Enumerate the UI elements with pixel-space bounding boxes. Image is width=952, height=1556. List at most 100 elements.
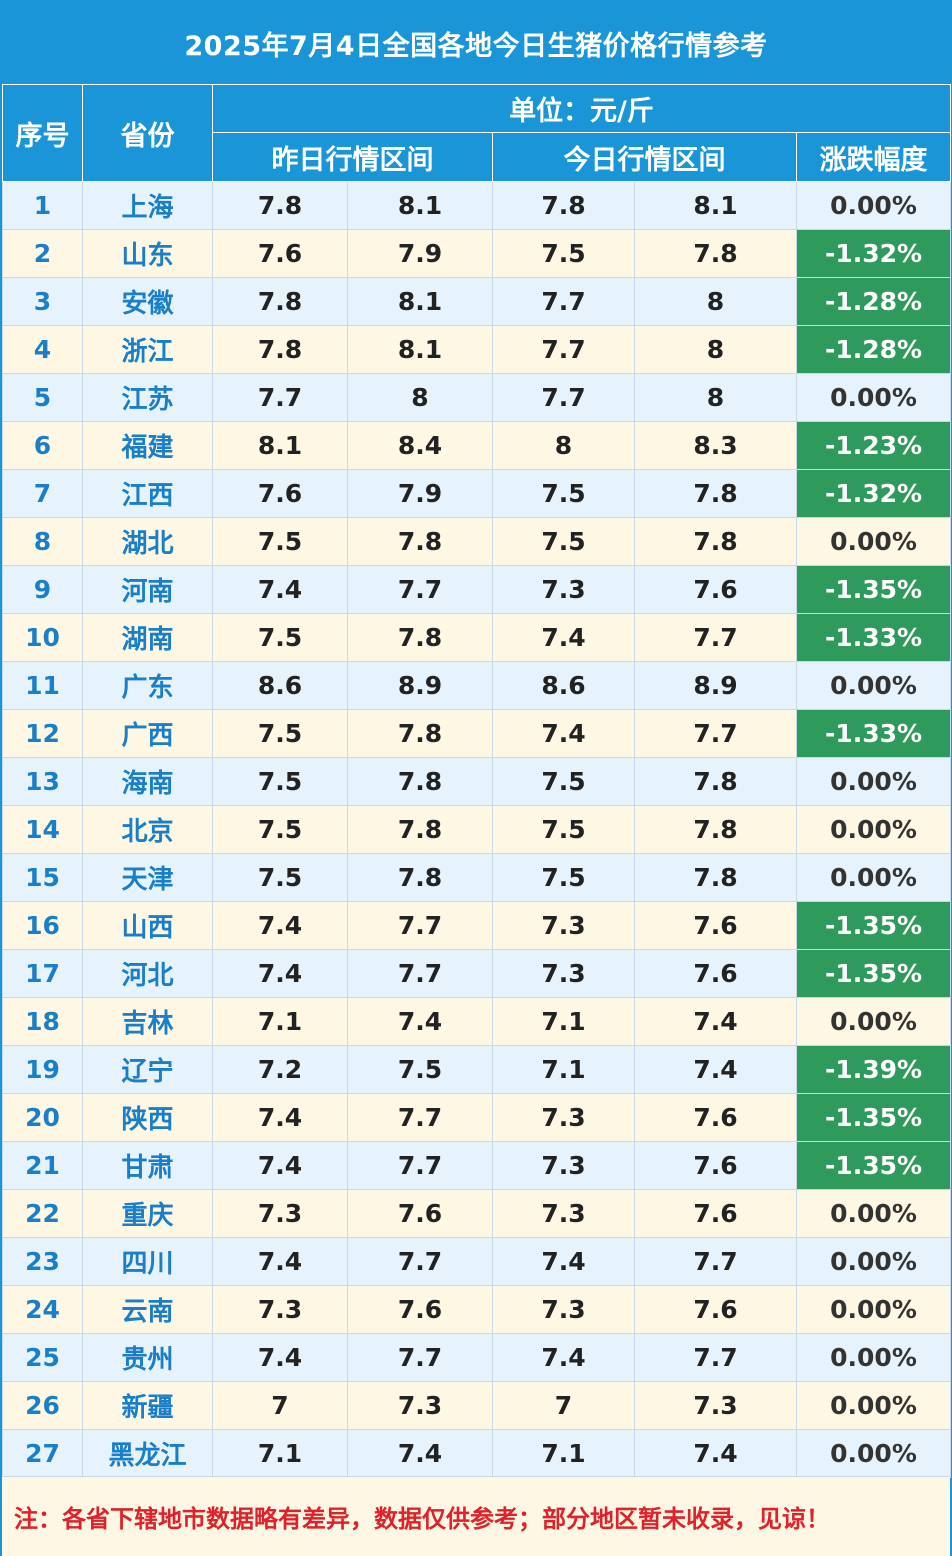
province-name: 湖北 [82, 517, 213, 566]
today-low: 8.6 [492, 661, 635, 710]
today-high: 7.6 [634, 901, 797, 950]
price-change: -1.35% [795, 949, 952, 998]
price-change: 0.00% [795, 181, 952, 230]
yesterday-high: 7.4 [347, 1429, 493, 1478]
province-name: 甘肃 [82, 1141, 213, 1190]
today-high: 7.8 [634, 469, 797, 518]
yesterday-high: 7.8 [347, 613, 493, 662]
today-high: 7.7 [634, 613, 797, 662]
row-index: 24 [2, 1285, 83, 1334]
today-low: 7.1 [492, 1045, 635, 1094]
yesterday-high: 7.8 [347, 853, 493, 902]
province-name: 北京 [82, 805, 213, 854]
yesterday-high: 7.7 [347, 1141, 493, 1190]
table-header: 序号 省份 单位：元/斤 昨日行情区间 今日行情区间 涨跌幅度 [2, 84, 952, 182]
table-row: 5 江苏 7.7 8 7.7 8 0.00% [2, 373, 952, 422]
row-index: 10 [2, 613, 83, 662]
price-change: 0.00% [795, 1381, 952, 1430]
price-change: -1.28% [795, 325, 952, 374]
price-change: -1.28% [795, 277, 952, 326]
price-change: -1.35% [795, 565, 952, 614]
today-high: 7.8 [634, 517, 797, 566]
price-change: 0.00% [795, 1333, 952, 1382]
province-name: 广东 [82, 661, 213, 710]
today-high: 7.6 [634, 1285, 797, 1334]
yesterday-high: 8.4 [347, 421, 493, 470]
price-change: -1.33% [795, 613, 952, 662]
today-high: 7.6 [634, 1093, 797, 1142]
yesterday-high: 8.9 [347, 661, 493, 710]
table-row: 2 山东 7.6 7.9 7.5 7.8 -1.32% [2, 229, 952, 278]
today-high: 7.6 [634, 1141, 797, 1190]
row-index: 13 [2, 757, 83, 806]
province-name: 山东 [82, 229, 213, 278]
today-low: 7.7 [492, 373, 635, 422]
yesterday-high: 7.7 [347, 1237, 493, 1286]
province-name: 新疆 [82, 1381, 213, 1430]
yesterday-low: 7.4 [212, 565, 348, 614]
today-low: 7.3 [492, 901, 635, 950]
table-row: 3 安徽 7.8 8.1 7.7 8 -1.28% [2, 277, 952, 326]
table-row: 21 甘肃 7.4 7.7 7.3 7.6 -1.35% [2, 1141, 952, 1190]
today-high: 7.4 [634, 1045, 797, 1094]
row-index: 8 [2, 517, 83, 566]
province-name: 海南 [82, 757, 213, 806]
today-low: 7.5 [492, 853, 635, 902]
yesterday-high: 7.6 [347, 1285, 493, 1334]
row-index: 6 [2, 421, 83, 470]
header-province: 省份 [82, 84, 213, 182]
today-high: 7.8 [634, 805, 797, 854]
header-index: 序号 [2, 84, 83, 182]
yesterday-low: 8.1 [212, 421, 348, 470]
row-index: 4 [2, 325, 83, 374]
today-low: 7.3 [492, 565, 635, 614]
table-row: 15 天津 7.5 7.8 7.5 7.8 0.00% [2, 853, 952, 902]
yesterday-high: 8 [347, 373, 493, 422]
yesterday-high: 7.5 [347, 1045, 493, 1094]
table-row: 19 辽宁 7.2 7.5 7.1 7.4 -1.39% [2, 1045, 952, 1094]
today-low: 7.1 [492, 997, 635, 1046]
table-row: 14 北京 7.5 7.8 7.5 7.8 0.00% [2, 805, 952, 854]
today-low: 7.5 [492, 469, 635, 518]
row-index: 23 [2, 1237, 83, 1286]
yesterday-high: 7.7 [347, 949, 493, 998]
today-low: 7.7 [492, 325, 635, 374]
table-row: 8 湖北 7.5 7.8 7.5 7.8 0.00% [2, 517, 952, 566]
row-index: 16 [2, 901, 83, 950]
province-name: 黑龙江 [82, 1429, 213, 1478]
row-index: 2 [2, 229, 83, 278]
yesterday-high: 8.1 [347, 325, 493, 374]
table-row: 23 四川 7.4 7.7 7.4 7.7 0.00% [2, 1237, 952, 1286]
province-name: 贵州 [82, 1333, 213, 1382]
yesterday-low: 7.8 [212, 181, 348, 230]
price-change: -1.39% [795, 1045, 952, 1094]
header-today-range: 今日行情区间 [492, 132, 797, 182]
today-low: 7.4 [492, 709, 635, 758]
yesterday-high: 7.8 [347, 757, 493, 806]
header-yesterday-range: 昨日行情区间 [212, 132, 493, 182]
table-row: 4 浙江 7.8 8.1 7.7 8 -1.28% [2, 325, 952, 374]
province-name: 四川 [82, 1237, 213, 1286]
yesterday-low: 7.1 [212, 1429, 348, 1478]
table-row: 7 江西 7.6 7.9 7.5 7.8 -1.32% [2, 469, 952, 518]
row-index: 15 [2, 853, 83, 902]
yesterday-low: 7.5 [212, 757, 348, 806]
table-row: 26 新疆 7 7.3 7 7.3 0.00% [2, 1381, 952, 1430]
today-high: 8.3 [634, 421, 797, 470]
today-high: 7.7 [634, 1333, 797, 1382]
row-index: 12 [2, 709, 83, 758]
today-low: 7.7 [492, 277, 635, 326]
today-high: 7.4 [634, 1429, 797, 1478]
table-row: 9 河南 7.4 7.7 7.3 7.6 -1.35% [2, 565, 952, 614]
yesterday-low: 7.4 [212, 1237, 348, 1286]
row-index: 7 [2, 469, 83, 518]
price-change: 0.00% [795, 1429, 952, 1478]
today-high: 7.6 [634, 1189, 797, 1238]
yesterday-low: 7.4 [212, 949, 348, 998]
price-change: 0.00% [795, 853, 952, 902]
today-high: 7.4 [634, 997, 797, 1046]
yesterday-low: 7 [212, 1381, 348, 1430]
table-row: 27 黑龙江 7.1 7.4 7.1 7.4 0.00% [2, 1429, 952, 1478]
today-high: 8 [634, 277, 797, 326]
row-index: 21 [2, 1141, 83, 1190]
